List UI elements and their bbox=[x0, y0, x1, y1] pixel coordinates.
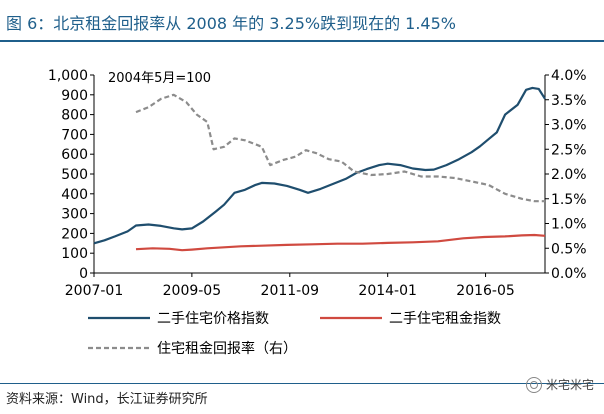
y-left-tick-label: 800 bbox=[61, 108, 88, 124]
x-tick-label: 2007-01 bbox=[65, 283, 124, 299]
y-right-tick-label: 1.0% bbox=[551, 217, 587, 233]
series-line-1 bbox=[93, 86, 546, 245]
y-right-tick-label: 2.0% bbox=[551, 167, 587, 183]
y-left-tick-label: 500 bbox=[61, 167, 88, 183]
watermark-text: 米宅米宅 bbox=[545, 378, 594, 392]
chart-axes: 0 100 200 300 400 500 600 700 800 900 1,000 0.0% 0.5… bbox=[48, 68, 587, 299]
y-left-tick-label: 600 bbox=[61, 147, 88, 163]
y-left-tick-label: 1,000 bbox=[48, 68, 88, 84]
y-right-tick-label: 0.0% bbox=[551, 266, 587, 282]
source-divider bbox=[0, 383, 604, 384]
title-divider bbox=[0, 40, 604, 42]
series-line-3 bbox=[135, 93, 545, 203]
y-right-tick-label: 3.0% bbox=[551, 118, 587, 134]
legend-label-1: 二手住宅价格指数 bbox=[157, 311, 269, 327]
x-tick-label: 2011-09 bbox=[261, 283, 320, 299]
y-right-tick-label: 4.0% bbox=[551, 68, 587, 84]
legend-label-3: 住宅租金回报率（右） bbox=[157, 340, 297, 357]
x-tick-label: 2009-05 bbox=[163, 283, 222, 299]
source-note: 资料来源：Wind，长江证券研究所 bbox=[6, 392, 208, 407]
y-left-tick-label: 100 bbox=[61, 246, 88, 262]
legend-label-2: 二手住宅租金指数 bbox=[389, 311, 501, 327]
y-right-tick-label: 3.5% bbox=[551, 93, 587, 109]
y-left-tick-label: 400 bbox=[61, 187, 88, 203]
chart-annotation: 2004年5月=100 bbox=[108, 71, 211, 86]
wechat-icon bbox=[525, 376, 542, 393]
y-left-tick-label: 0 bbox=[79, 266, 88, 282]
x-tick-label: 2014-01 bbox=[358, 283, 417, 299]
chart-series-layer bbox=[93, 86, 546, 252]
y-right-tick-label: 0.5% bbox=[551, 241, 587, 257]
y-left-tick-label: 200 bbox=[61, 226, 88, 242]
y-right-tick-label: 1.5% bbox=[551, 192, 587, 208]
watermark: 米宅米宅 bbox=[525, 376, 594, 393]
y-left-tick-label: 300 bbox=[61, 207, 88, 223]
y-left-tick-label: 900 bbox=[61, 88, 88, 104]
x-tick-label: 2016-05 bbox=[456, 283, 515, 299]
y-left-tick-label: 700 bbox=[61, 127, 88, 143]
y-right-tick-label: 2.5% bbox=[551, 142, 587, 158]
series-line-2 bbox=[135, 233, 546, 252]
figure-title: 图 6：北京租金回报率从 2008 年的 3.25%跌到现在的 1.45% bbox=[6, 14, 456, 33]
